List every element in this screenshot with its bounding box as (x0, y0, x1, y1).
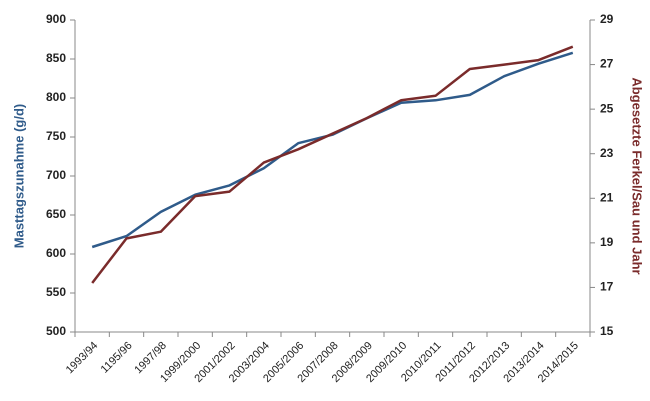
y2-axis-title: Abgesetzte Ferkel/Sau und Jahr (630, 77, 645, 274)
y2-tick-label: 25 (600, 101, 614, 115)
y-axis-title: Masttagszunahme (g/d) (11, 104, 26, 248)
series-line (91, 51, 574, 249)
y2-tick-label: 23 (600, 146, 614, 160)
y2-tick-label: 29 (600, 12, 614, 26)
y-tick-label: 900 (46, 12, 66, 26)
series-line (91, 45, 574, 284)
y2-tick-label: 17 (600, 280, 614, 294)
y-tick-label: 700 (46, 168, 66, 182)
x-tick-label: 1195/96 (99, 340, 135, 376)
y2-tick-label: 21 (600, 190, 614, 204)
y2-tick-label: 27 (600, 57, 614, 71)
y-tick-label: 650 (46, 207, 66, 221)
y-tick-label: 550 (46, 285, 66, 299)
x-tick-label: 1993/94 (64, 340, 101, 377)
y-tick-label: 500 (46, 324, 66, 338)
y-tick-label: 850 (46, 51, 66, 65)
y2-tick-label: 15 (600, 324, 614, 338)
y-tick-label: 600 (46, 246, 66, 260)
y-tick-label: 750 (46, 129, 66, 143)
y-tick-label: 800 (46, 90, 66, 104)
y2-tick-label: 19 (600, 235, 614, 249)
